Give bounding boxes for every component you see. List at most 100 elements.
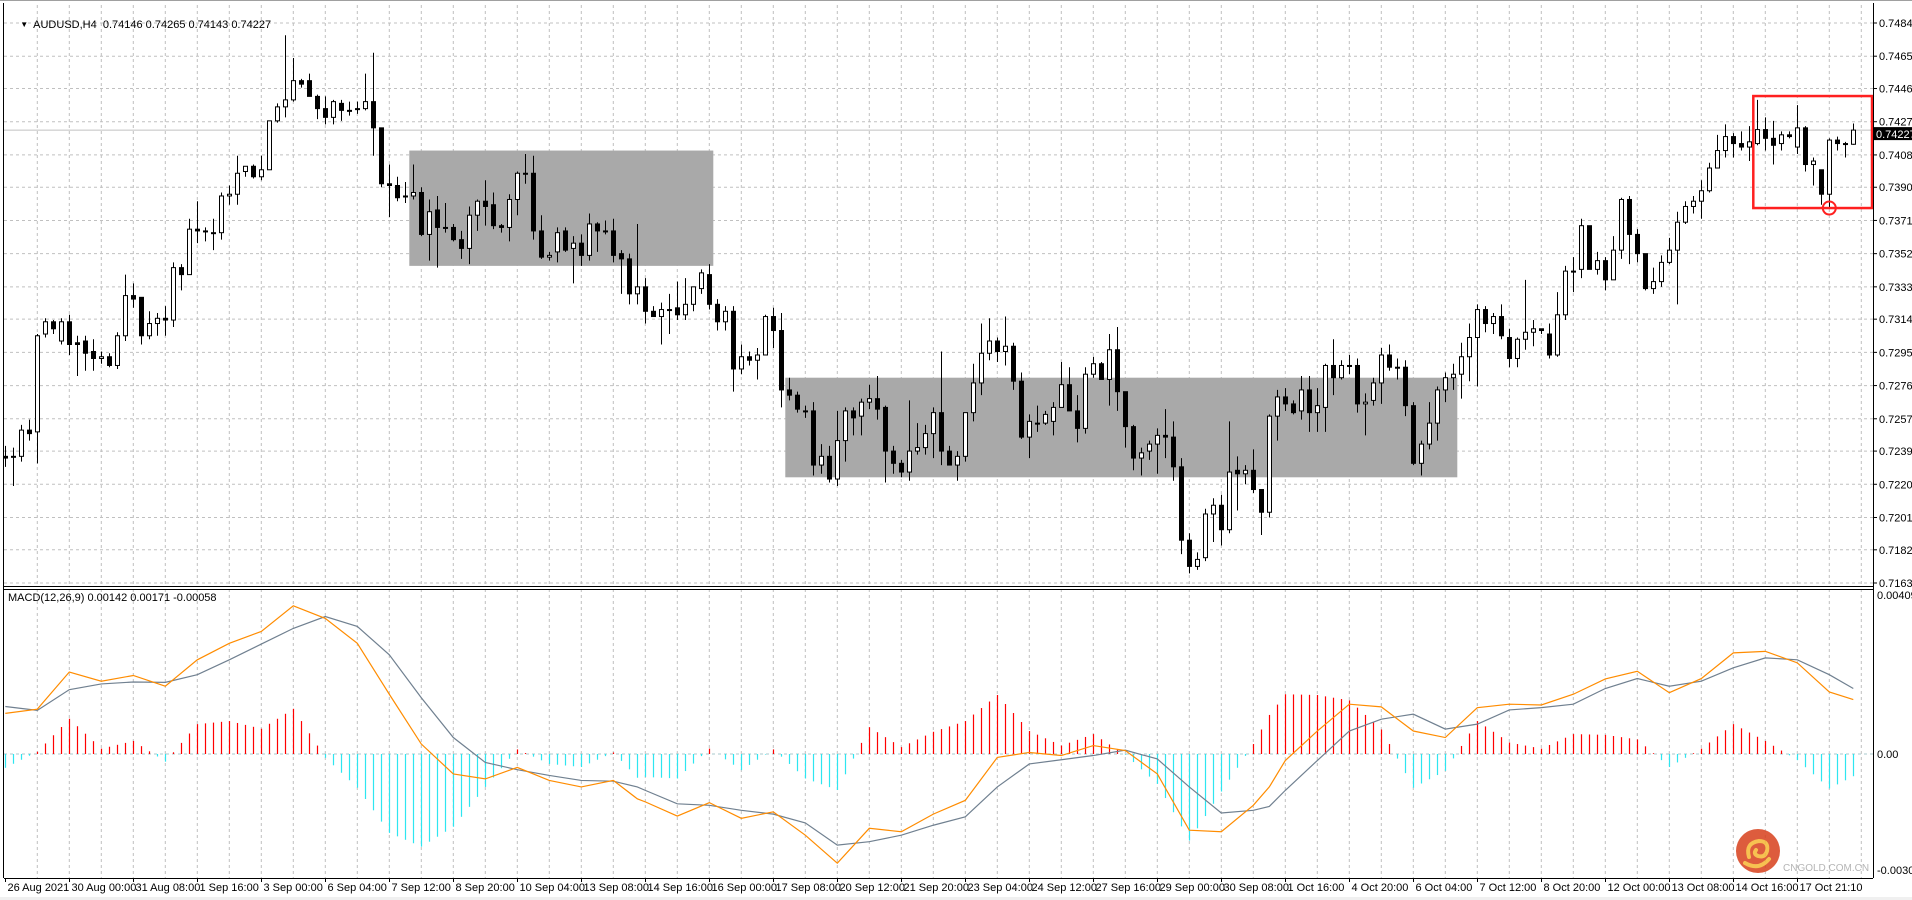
candle (627, 253, 632, 305)
candle (755, 347, 760, 380)
candle-body (635, 286, 640, 295)
candle-body (211, 232, 216, 235)
candle-body (387, 183, 392, 186)
candle-body (963, 412, 968, 457)
candle (1715, 134, 1720, 169)
price-tick-label: 0.74085 (1879, 150, 1912, 162)
candle (347, 101, 352, 116)
price-tick-label: 0.72765 (1879, 381, 1912, 393)
candle (1835, 136, 1840, 151)
candle (931, 407, 936, 459)
candle (395, 176, 400, 202)
candle (1091, 356, 1096, 378)
triangle-down-icon[interactable]: ▼ (20, 20, 29, 29)
time-tick-label: 14 Sep 16:00 (648, 882, 713, 894)
time-tick-label: 20 Sep 12:00 (840, 882, 905, 894)
candle-body (1843, 143, 1848, 146)
candle-body (715, 303, 720, 323)
candle (1667, 237, 1672, 265)
candle (763, 314, 768, 356)
candle-body (1763, 129, 1768, 139)
candle (811, 402, 816, 476)
candle (1227, 421, 1232, 534)
candle (1059, 361, 1064, 408)
consolidation-zone (409, 150, 714, 266)
candle (251, 164, 256, 179)
candle-body (1475, 309, 1480, 339)
candle-body (1179, 466, 1184, 541)
candle (435, 195, 440, 268)
candle-body (699, 272, 704, 290)
candle (211, 218, 216, 251)
candle (1595, 251, 1600, 275)
candle (1699, 180, 1704, 219)
candle-body (1267, 415, 1272, 513)
time-tick-label: 10 Sep 04:00 (520, 882, 585, 894)
candle-body (115, 335, 120, 366)
candle-body (1163, 434, 1168, 438)
candle (1531, 320, 1536, 347)
candle (155, 313, 160, 336)
candle (659, 302, 664, 345)
candle (1739, 131, 1744, 151)
candle (1763, 117, 1768, 151)
candle (875, 375, 880, 420)
candle-body (1563, 270, 1568, 316)
candle (835, 410, 840, 487)
candle (739, 344, 744, 375)
candle (859, 398, 864, 436)
candle (787, 377, 792, 401)
candle-body (1555, 314, 1560, 356)
ohlc-label: 0.74146 0.74265 0.74143 0.74227 (102, 19, 272, 31)
candle-body (1523, 331, 1528, 340)
candle (1787, 131, 1792, 139)
candle (699, 269, 704, 294)
candle-body (747, 356, 752, 361)
candle (1547, 323, 1552, 359)
candle-body (579, 242, 584, 256)
candle (1571, 257, 1576, 293)
candle (267, 120, 272, 171)
candle (1819, 169, 1824, 205)
candle (203, 227, 208, 242)
candle-body (179, 267, 184, 276)
time-tick-label: 30 Aug 00:00 (72, 882, 137, 894)
candle-body (531, 172, 536, 232)
time-tick-label: 29 Sep 00:00 (1160, 882, 1225, 894)
candle (371, 52, 376, 156)
time-tick-label: 6 Oct 04:00 (1416, 882, 1473, 894)
candle (1267, 414, 1272, 518)
candle-body (539, 230, 544, 258)
candle (1811, 157, 1816, 186)
candle-body (371, 101, 376, 129)
macd-label: MACD(12,26,9) (8, 592, 85, 604)
chart-header: ▼ AUDUSD,H4 0.74146 0.74265 0.74143 0.742… (8, 7, 271, 43)
candle (595, 222, 600, 252)
time-tick-label: 21 Sep 20:00 (904, 882, 969, 894)
watermark-url: CNGOLD.COM.CN (1783, 863, 1870, 874)
grid (4, 5, 1873, 878)
candle-body (443, 226, 448, 229)
candle-body (595, 223, 600, 232)
candle (187, 218, 192, 276)
macd-header: MACD(12,26,9) 0.00142 0.00171 -0.00058 (8, 592, 217, 604)
candle-body (1427, 422, 1432, 445)
candle (1371, 377, 1376, 406)
candle-body (347, 109, 352, 112)
time-tick-label: 14 Oct 16:00 (1736, 882, 1799, 894)
candle-body (51, 321, 56, 330)
candle-body (1187, 539, 1192, 567)
candle-body (1595, 260, 1600, 270)
candle-body (195, 228, 200, 232)
candle-body (403, 195, 408, 198)
candle (883, 405, 888, 483)
candle (27, 419, 32, 441)
candle (723, 306, 728, 331)
candle-body (219, 195, 224, 234)
candle-body (1091, 363, 1096, 375)
candle (323, 96, 328, 125)
time-tick-label: 1 Sep 16:00 (200, 882, 259, 894)
candle-body (907, 450, 912, 473)
